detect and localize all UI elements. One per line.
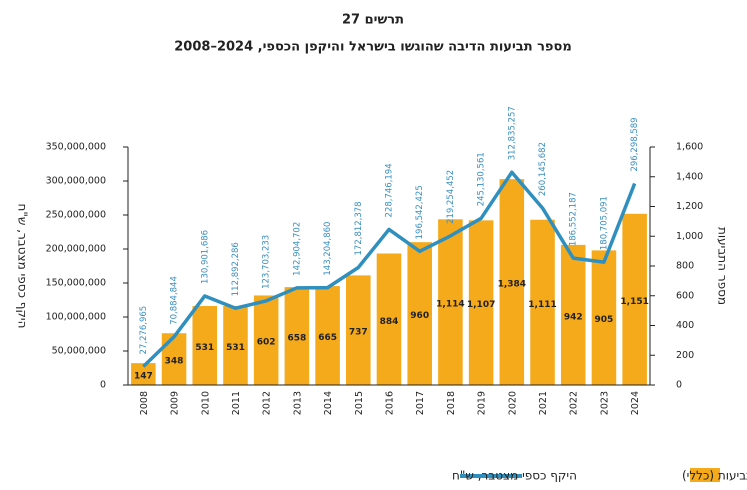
y-tick-label: 250,000,000 bbox=[46, 210, 106, 221]
bar-value-label: 1,111 bbox=[528, 300, 556, 310]
y2-tick-label: 1,200 bbox=[676, 201, 703, 212]
legend-label: מספר התביעות (כללי) bbox=[682, 469, 747, 483]
line-value-label: 130,901,686 bbox=[200, 230, 210, 284]
line-value-label: 70,884,844 bbox=[170, 276, 180, 325]
x-tick-label: 2013 bbox=[292, 391, 303, 415]
line-value-label: 186,552,187 bbox=[569, 192, 579, 246]
bar-value-label: 147 bbox=[134, 372, 153, 382]
bar bbox=[192, 306, 218, 385]
line-value-label: 123,703,233 bbox=[262, 235, 272, 289]
bar bbox=[284, 287, 310, 385]
x-tick-label: 2022 bbox=[569, 391, 580, 415]
line-value-label: 112,892,286 bbox=[231, 242, 241, 296]
x-tick-label: 2010 bbox=[200, 391, 211, 415]
line-value-label: 196,542,425 bbox=[415, 185, 425, 239]
bar bbox=[346, 275, 371, 385]
line-value-label: 219,254,452 bbox=[446, 170, 456, 224]
x-tick-label: 2017 bbox=[415, 391, 426, 415]
x-tick-label: 2016 bbox=[385, 391, 396, 415]
line-value-label: 172,812,378 bbox=[354, 201, 364, 255]
y-axis-title: היקף כספי מצטבר, ש"ח bbox=[16, 204, 30, 329]
bar bbox=[438, 219, 463, 385]
bar bbox=[468, 220, 494, 385]
y2-tick-label: 0 bbox=[676, 380, 682, 391]
y-tick-label: 300,000,000 bbox=[46, 176, 106, 187]
bar bbox=[530, 219, 555, 385]
bar bbox=[315, 286, 340, 385]
bar bbox=[499, 179, 525, 385]
y2-tick-label: 1,400 bbox=[676, 171, 703, 182]
line-value-label: 142,904,702 bbox=[292, 222, 302, 276]
bar bbox=[591, 250, 617, 385]
bar-value-label: 737 bbox=[349, 328, 368, 338]
bar-value-label: 1,384 bbox=[498, 280, 526, 290]
y2-tick-label: 800 bbox=[676, 261, 694, 272]
x-tick-label: 2021 bbox=[538, 391, 549, 415]
line-value-label: 245,130,561 bbox=[477, 152, 487, 206]
bar bbox=[376, 253, 402, 385]
bar bbox=[131, 363, 156, 385]
bar-value-label: 884 bbox=[380, 317, 399, 327]
bar-value-label: 348 bbox=[165, 357, 184, 367]
y2-tick-label: 200 bbox=[676, 350, 694, 361]
x-tick-label: 2008 bbox=[139, 391, 150, 415]
y-tick-label: 200,000,000 bbox=[46, 244, 106, 255]
y2-tick-label: 600 bbox=[676, 290, 694, 301]
bar-value-label: 960 bbox=[410, 311, 429, 321]
bar-value-label: 1,114 bbox=[436, 300, 464, 310]
x-tick-label: 2024 bbox=[630, 391, 641, 415]
y2-axis-title: מספר התביעות bbox=[716, 227, 730, 305]
bar-value-label: 658 bbox=[287, 334, 306, 344]
x-tick-label: 2018 bbox=[446, 391, 457, 415]
bar-value-label: 1,151 bbox=[620, 297, 648, 307]
line-value-label: 180,705,091 bbox=[599, 196, 609, 250]
y2-tick-label: 1,600 bbox=[676, 142, 703, 153]
x-tick-label: 2015 bbox=[354, 391, 365, 415]
bar-value-label: 531 bbox=[195, 343, 214, 353]
line-value-label: 27,276,965 bbox=[139, 306, 149, 355]
legend-label: היקף כספי מצטבר, ש"ח bbox=[452, 469, 577, 483]
x-tick-label: 2023 bbox=[599, 391, 610, 415]
bar-value-label: 1,107 bbox=[467, 300, 495, 310]
bar bbox=[622, 213, 647, 385]
y-tick-label: 100,000,000 bbox=[46, 312, 106, 323]
chart-title: תרשים 27 bbox=[342, 13, 404, 28]
bar bbox=[407, 242, 432, 385]
y-tick-label: 350,000,000 bbox=[46, 142, 106, 153]
line bbox=[142, 170, 637, 368]
line-value-label: 143,204,860 bbox=[323, 222, 333, 276]
x-tick-label: 2012 bbox=[262, 391, 273, 415]
line-value-label: 312,835,257 bbox=[507, 106, 517, 160]
x-tick-label: 2019 bbox=[477, 391, 488, 415]
bar-value-label: 905 bbox=[595, 315, 614, 325]
x-tick-label: 2020 bbox=[507, 391, 518, 415]
y-tick-label: 150,000,000 bbox=[46, 278, 106, 289]
chart-subtitle: מספר תביעות הדיבה שהוגשו בישראל והיקפן ה… bbox=[174, 40, 571, 55]
y2-tick-label: 400 bbox=[676, 320, 694, 331]
bar bbox=[560, 244, 586, 385]
line-value-label: 228,746,194 bbox=[385, 163, 395, 217]
legend-swatch bbox=[690, 468, 720, 482]
x-tick-label: 2009 bbox=[170, 391, 181, 415]
bar-value-label: 602 bbox=[257, 338, 276, 348]
line-value-label: 260,145,682 bbox=[538, 142, 548, 196]
x-tick-label: 2014 bbox=[323, 391, 334, 415]
bar-value-label: 665 bbox=[318, 333, 337, 343]
y-tick-label: 0 bbox=[100, 380, 106, 391]
line-value-label: 296,298,589 bbox=[630, 117, 640, 171]
bar bbox=[253, 295, 279, 385]
bar bbox=[161, 333, 187, 385]
y2-tick-label: 1,000 bbox=[676, 231, 703, 242]
y-tick-label: 50,000,000 bbox=[52, 346, 106, 357]
bar-value-label: 942 bbox=[564, 312, 583, 322]
x-tick-label: 2011 bbox=[231, 391, 242, 415]
bar bbox=[223, 306, 248, 385]
bar-value-label: 531 bbox=[226, 343, 245, 353]
